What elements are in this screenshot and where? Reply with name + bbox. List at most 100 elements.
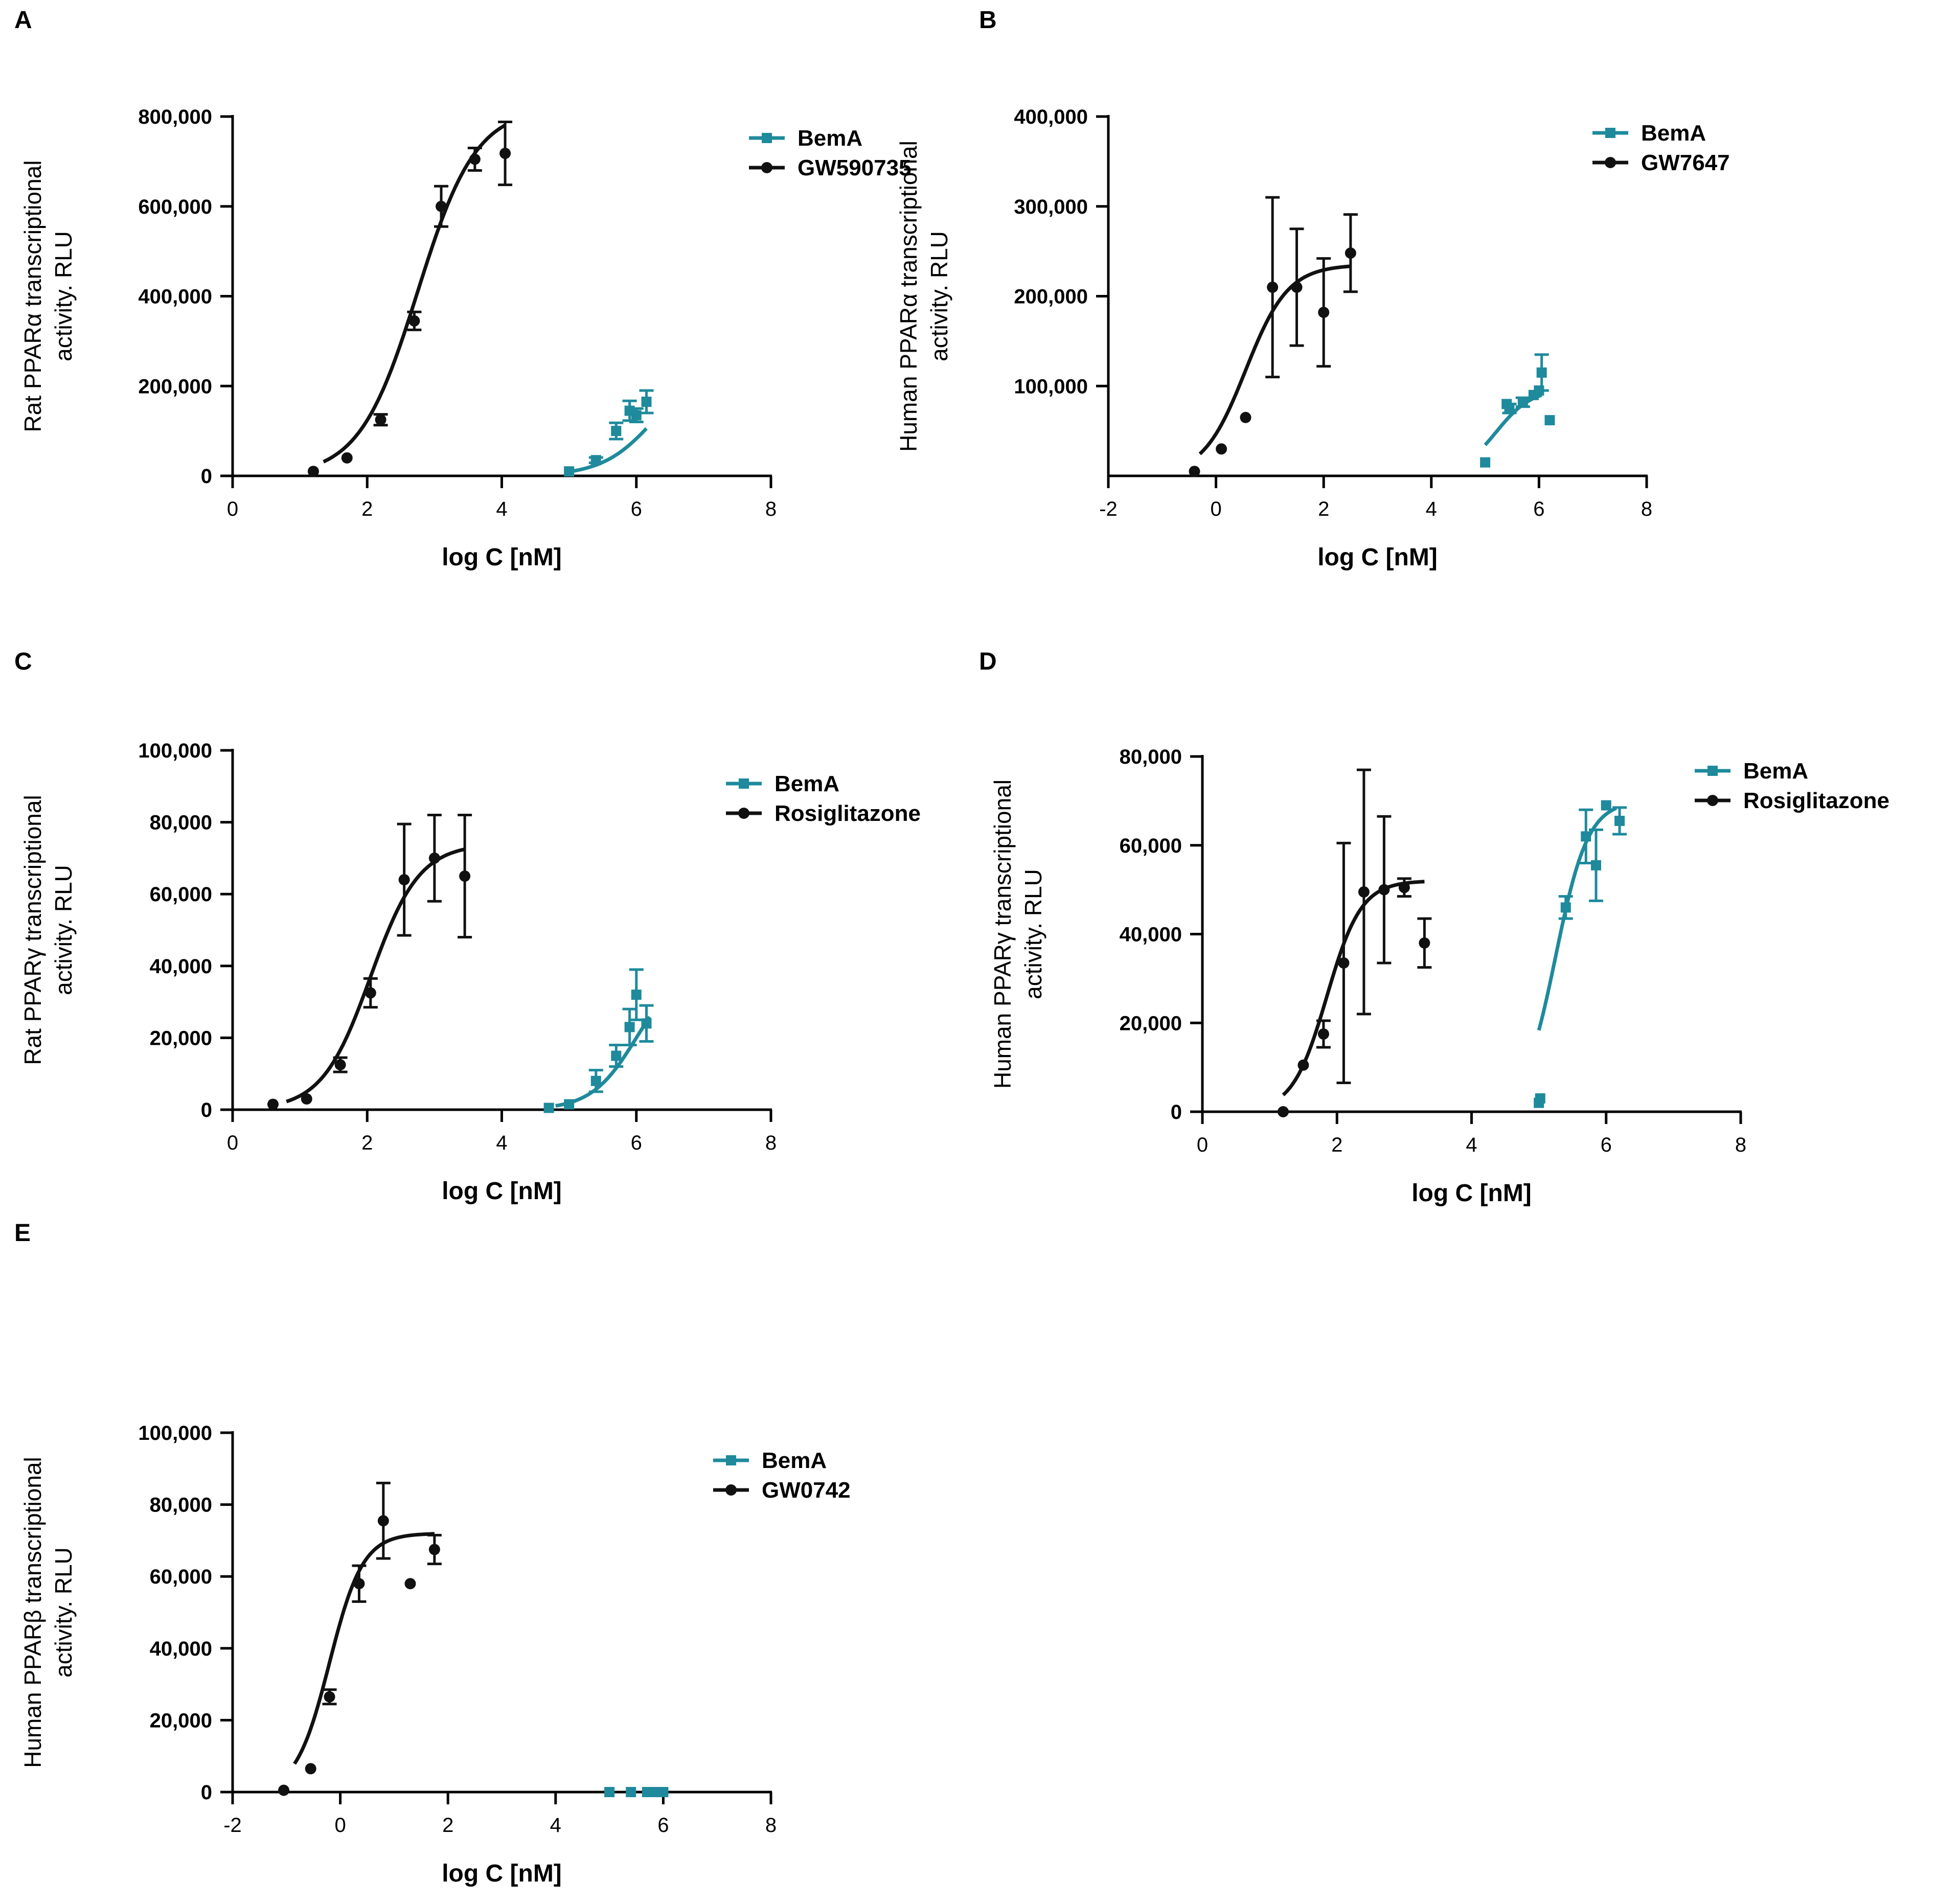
y-tick-label: 80,000 — [150, 812, 212, 834]
legend-label: GW7647 — [1641, 150, 1730, 175]
y-tick-label: 40,000 — [150, 955, 212, 978]
y-tick-label: 200,000 — [138, 375, 212, 398]
x-tick-label: 4 — [496, 498, 507, 520]
data-point — [641, 397, 652, 407]
data-point — [590, 1075, 601, 1086]
y-tick-label: 80,000 — [150, 1494, 212, 1517]
data-point — [1291, 281, 1303, 293]
data-point — [278, 1784, 290, 1796]
data-point — [641, 1018, 652, 1029]
y-tick-label: 0 — [201, 1781, 212, 1804]
x-tick-label: 6 — [631, 1132, 642, 1154]
y-tick-label: 200,000 — [1014, 286, 1088, 308]
fit-curve — [568, 427, 648, 474]
y-axis-title-line2: activity. RLU — [50, 865, 77, 995]
data-point — [650, 1787, 660, 1797]
x-tick-label: 0 — [1197, 1134, 1208, 1156]
data-point — [305, 1763, 316, 1775]
legend-marker — [1605, 157, 1616, 168]
data-point — [1560, 902, 1571, 913]
data-point — [375, 414, 386, 426]
legend-label: BemA — [762, 1448, 827, 1473]
series-gw0742 — [278, 1481, 442, 1796]
data-point — [301, 1093, 312, 1105]
x-tick-label: 0 — [334, 1814, 346, 1837]
data-point — [604, 1787, 615, 1797]
legend-marker — [739, 778, 749, 789]
data-point — [365, 987, 376, 999]
data-point — [459, 870, 471, 882]
data-point — [334, 1059, 346, 1071]
legend-label: Rosiglitazone — [775, 801, 921, 826]
series-bema — [1480, 353, 1555, 468]
x-tick-label: 0 — [227, 498, 238, 520]
data-point — [590, 455, 601, 466]
x-axis-title: log C [nM] — [442, 544, 562, 571]
legend-label: Rosiglitazone — [1743, 788, 1889, 813]
y-tick-label: 300,000 — [1014, 196, 1088, 218]
data-point — [631, 410, 642, 421]
fit-curve — [286, 847, 465, 1104]
data-point — [1358, 886, 1370, 898]
y-tick-label: 60,000 — [150, 1566, 212, 1588]
legend-label: BemA — [1641, 121, 1706, 146]
data-point — [631, 990, 642, 1000]
legend-marker — [762, 133, 772, 143]
data-point — [499, 148, 511, 159]
legend-marker — [1707, 795, 1718, 806]
panel-label: C — [14, 648, 32, 675]
y-tick-label: 20,000 — [1120, 1012, 1182, 1035]
fit-curve — [323, 123, 506, 464]
y-tick-label: 100,000 — [1014, 375, 1088, 398]
series-gw590735 — [307, 121, 513, 477]
data-point — [1614, 815, 1625, 826]
x-tick-label: 2 — [361, 498, 373, 520]
data-point — [564, 1099, 575, 1110]
x-tick-label: 6 — [657, 1814, 669, 1837]
y-tick-label: 0 — [201, 1099, 212, 1121]
legend-label: GW0742 — [762, 1478, 851, 1503]
legend-marker — [1707, 766, 1718, 776]
panel-b: B -2 0 2 4 6 8 100,000 200,000 300,000 400,000 log … — [895, 7, 1730, 571]
series-bema — [543, 968, 654, 1113]
data-point — [341, 452, 353, 464]
y-tick-label: 0 — [1171, 1101, 1182, 1123]
data-point — [1581, 831, 1591, 842]
series-rosiglitazone — [1277, 768, 1432, 1117]
data-point — [436, 200, 447, 212]
data-point — [398, 874, 410, 886]
y-tick-label: 40,000 — [1120, 924, 1182, 946]
data-point — [543, 1103, 554, 1113]
data-point — [1240, 411, 1251, 423]
data-point — [1544, 415, 1555, 426]
data-point — [611, 426, 622, 437]
data-point — [428, 1544, 440, 1555]
x-tick-label: 4 — [1426, 498, 1437, 520]
data-point — [642, 1787, 652, 1797]
data-point — [658, 1787, 669, 1797]
data-point — [1216, 443, 1227, 455]
data-point — [564, 466, 575, 477]
data-point — [1318, 307, 1330, 318]
fit-curve — [1484, 393, 1542, 446]
panel-label: B — [979, 7, 997, 34]
data-point — [1267, 281, 1279, 293]
y-axis-title-line1: Human PPARγ transcriptional — [989, 779, 1016, 1089]
x-tick-label: 2 — [442, 1814, 453, 1837]
x-tick-label: -2 — [1099, 498, 1118, 520]
y-axis-title-line1: Rat PPARα transcriptional — [19, 160, 46, 432]
data-point — [353, 1578, 365, 1590]
x-tick-label: 8 — [765, 498, 777, 520]
data-point — [1419, 937, 1430, 949]
y-tick-label: 100,000 — [138, 740, 212, 762]
y-tick-label: 20,000 — [150, 1027, 212, 1049]
data-point — [1480, 457, 1491, 468]
data-point — [267, 1098, 279, 1110]
series-bema — [1534, 800, 1627, 1108]
legend-label: BemA — [775, 771, 839, 796]
x-tick-label: 8 — [765, 1814, 777, 1837]
data-point — [624, 1022, 635, 1033]
y-axis-title-line2: activity. RLU — [926, 231, 952, 361]
y-axis-title-line2: activity. RLU — [1020, 869, 1046, 999]
